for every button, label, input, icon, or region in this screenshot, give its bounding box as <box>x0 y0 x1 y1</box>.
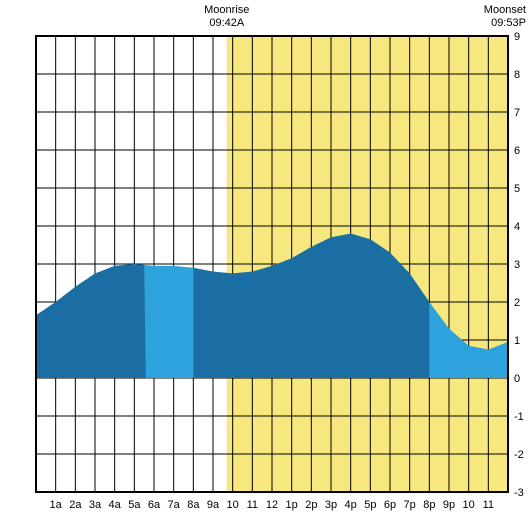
svg-text:4p: 4p <box>345 499 357 511</box>
svg-text:1a: 1a <box>50 499 63 511</box>
svg-text:12: 12 <box>266 499 278 511</box>
svg-text:5p: 5p <box>364 499 376 511</box>
tide-chart: -3-2-101234567891a2a3a4a5a6a7a8a9a101112… <box>0 0 530 530</box>
svg-text:8: 8 <box>514 69 520 81</box>
svg-text:2p: 2p <box>305 499 317 511</box>
svg-text:3: 3 <box>514 259 520 271</box>
svg-text:10: 10 <box>463 499 475 511</box>
svg-text:1: 1 <box>514 335 520 347</box>
moonset-title: Moonset <box>466 4 526 17</box>
moonrise-annotation: Moonrise 09:42A <box>197 4 257 30</box>
svg-text:4a: 4a <box>109 499 122 511</box>
svg-text:11: 11 <box>483 499 494 511</box>
moonrise-time: 09:42A <box>197 17 257 30</box>
svg-text:5a: 5a <box>128 499 141 511</box>
svg-text:6a: 6a <box>148 499 161 511</box>
svg-text:-3: -3 <box>514 487 524 499</box>
moonset-annotation: Moonset 09:53P <box>466 4 526 30</box>
moonrise-title: Moonrise <box>197 4 257 17</box>
svg-text:7p: 7p <box>404 499 416 511</box>
svg-text:2: 2 <box>514 297 520 309</box>
svg-text:6: 6 <box>514 145 520 157</box>
svg-text:10: 10 <box>227 499 239 511</box>
svg-text:2a: 2a <box>69 499 82 511</box>
svg-text:7: 7 <box>514 107 520 119</box>
svg-text:1p: 1p <box>286 499 298 511</box>
svg-text:9p: 9p <box>443 499 455 511</box>
chart-svg: -3-2-101234567891a2a3a4a5a6a7a8a9a101112… <box>0 0 530 530</box>
svg-text:9: 9 <box>514 31 520 43</box>
svg-text:-1: -1 <box>514 411 524 423</box>
svg-text:8p: 8p <box>423 499 435 511</box>
svg-text:5: 5 <box>514 183 520 195</box>
svg-text:4: 4 <box>514 221 520 233</box>
svg-text:3a: 3a <box>89 499 102 511</box>
svg-text:11: 11 <box>247 499 258 511</box>
moonset-time: 09:53P <box>466 17 526 30</box>
svg-text:8a: 8a <box>187 499 200 511</box>
svg-text:9a: 9a <box>207 499 220 511</box>
svg-text:7a: 7a <box>168 499 181 511</box>
svg-text:0: 0 <box>514 373 520 385</box>
svg-text:6p: 6p <box>384 499 396 511</box>
svg-text:-2: -2 <box>514 449 524 461</box>
svg-text:3p: 3p <box>325 499 337 511</box>
